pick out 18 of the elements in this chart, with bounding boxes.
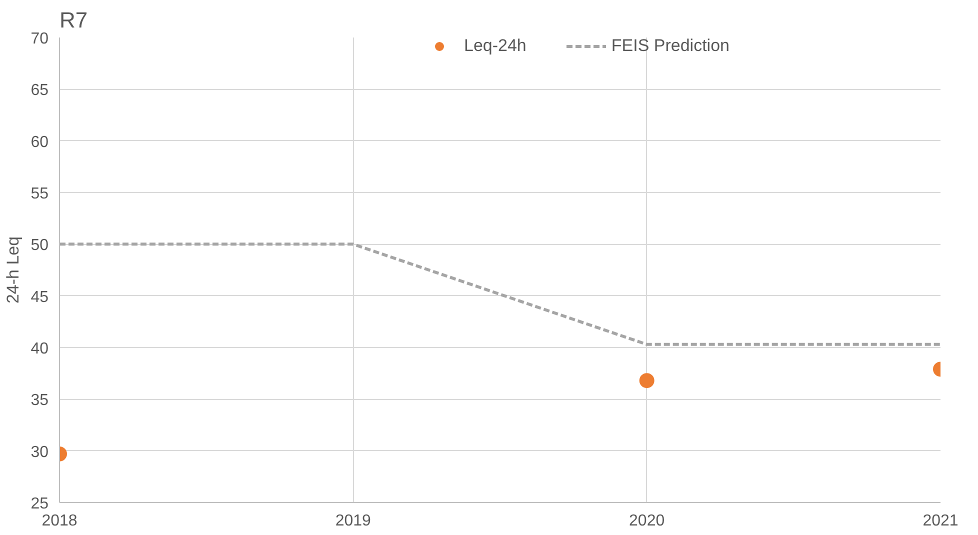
y-tick-label: 25 bbox=[30, 496, 49, 512]
y-axis-title: 24-h Leq bbox=[4, 236, 23, 304]
y-tick-label: 70 bbox=[30, 30, 49, 48]
y-tick-label: 45 bbox=[30, 288, 49, 306]
y-tick-label: 40 bbox=[30, 340, 49, 358]
y-tick-label: 55 bbox=[30, 186, 49, 202]
y-tick-label: 50 bbox=[30, 237, 49, 254]
y-tick-label: 65 bbox=[30, 82, 49, 100]
legend-label: FEIS Prediction bbox=[611, 36, 730, 56]
x-tick-label: 2020 bbox=[629, 512, 665, 530]
x-tick-label: 2021 bbox=[922, 512, 958, 530]
x-tick-label: 2019 bbox=[335, 512, 372, 530]
y-tick-label: 35 bbox=[30, 392, 49, 410]
x-tick-label: 2018 bbox=[42, 512, 78, 530]
chart-title: R7 bbox=[60, 8, 88, 32]
y-tick-label: 30 bbox=[30, 444, 49, 461]
legend-label: Leq-24h bbox=[464, 36, 526, 56]
y-tick-label: 60 bbox=[30, 134, 49, 151]
